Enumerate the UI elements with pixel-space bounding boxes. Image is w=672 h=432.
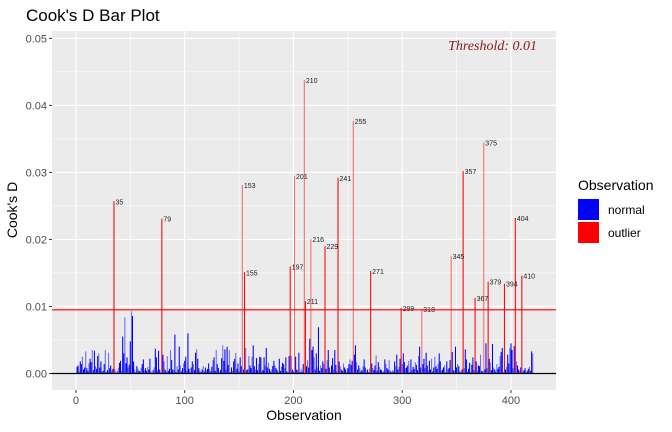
threshold-label: Threshold: 0.01 bbox=[448, 39, 537, 54]
outlier-label: 153 bbox=[244, 183, 256, 190]
outlier-label: 35 bbox=[115, 199, 123, 206]
y-tick-label: 0.05 bbox=[26, 33, 47, 45]
x-tick-label: 0 bbox=[73, 395, 79, 407]
outlier-label: 367 bbox=[477, 296, 489, 303]
legend: Observation normal outlier bbox=[578, 177, 653, 243]
y-tick-label: 0.01 bbox=[26, 301, 47, 313]
outlier-label: 201 bbox=[296, 174, 308, 181]
outlier-label: 318 bbox=[423, 307, 435, 314]
legend-key-outlier bbox=[578, 222, 599, 243]
outlier-label: 255 bbox=[355, 119, 367, 126]
bars bbox=[76, 79, 534, 374]
x-tick-label: 100 bbox=[176, 395, 194, 407]
outlier-label: 241 bbox=[340, 176, 352, 183]
legend-label-normal: normal bbox=[608, 203, 645, 217]
chart-title: Cook's D Bar Plot bbox=[26, 6, 160, 25]
x-tick-label: 200 bbox=[284, 395, 302, 407]
x-tick-label: 300 bbox=[393, 395, 411, 407]
outlier-label: 410 bbox=[523, 274, 535, 281]
x-axis-title: Observation bbox=[266, 407, 341, 423]
y-tick-label: 0.03 bbox=[26, 167, 47, 179]
outlier-label: 216 bbox=[312, 237, 324, 244]
outlier-label: 394 bbox=[506, 282, 518, 289]
y-tick-label: 0.02 bbox=[26, 234, 47, 246]
outlier-label: 375 bbox=[485, 140, 497, 147]
outlier-label: 271 bbox=[372, 269, 384, 276]
outlier-label: 379 bbox=[490, 280, 502, 287]
outlier-label: 357 bbox=[465, 169, 477, 176]
outlier-label: 211 bbox=[307, 299, 318, 306]
y-tick-label: 0.04 bbox=[26, 100, 47, 112]
outlier-label: 229 bbox=[326, 244, 338, 251]
legend-label-outlier: outlier bbox=[608, 226, 641, 240]
outlier-label: 345 bbox=[453, 254, 465, 261]
outlier-labels: 3579153155197201210211216229241255271299… bbox=[115, 78, 535, 314]
y-tick-label: 0.00 bbox=[26, 369, 47, 381]
legend-key-normal bbox=[578, 199, 599, 220]
y-axis-title: Cook's D bbox=[4, 182, 20, 238]
outlier-label: 404 bbox=[517, 216, 529, 223]
outlier-label: 155 bbox=[246, 270, 258, 277]
legend-title: Observation bbox=[578, 177, 653, 193]
outlier-label: 197 bbox=[292, 264, 304, 271]
outlier-label: 210 bbox=[306, 78, 318, 85]
axes: 0 100 200 300 400 0.00 0.01 0.02 0.03 0.04 0.05 bbox=[26, 33, 521, 407]
x-tick-label: 400 bbox=[502, 395, 520, 407]
outlier-label: 79 bbox=[163, 217, 171, 224]
